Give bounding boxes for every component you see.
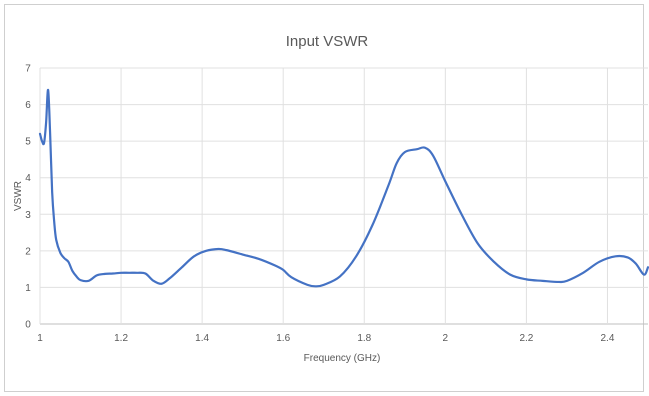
x-tick-label: 1.4 [195, 333, 209, 344]
y-tick-label: 1 [25, 283, 31, 294]
y-tick-label: 4 [25, 173, 31, 184]
y-tick-label: 5 [25, 137, 31, 148]
y-axis-title: VSWR [13, 181, 24, 211]
x-tick-label: 2 [443, 333, 449, 344]
grid-layer [39, 67, 648, 325]
y-tick-label: 0 [25, 320, 31, 331]
chart-frame [4, 4, 644, 392]
series-layer [38, 88, 649, 288]
y-tick-label: 6 [25, 100, 31, 111]
y-tick-label: 2 [25, 246, 31, 257]
x-tick-label: 2.2 [519, 333, 533, 344]
x-tick-label: 1.2 [114, 333, 128, 344]
y-tick-label: 7 [25, 64, 31, 75]
chart-title: Input VSWR [286, 33, 369, 50]
x-tick-label: 1.6 [276, 333, 290, 344]
vswr-series-line [38, 88, 649, 288]
x-axis-title: Frequency (GHz) [304, 353, 381, 364]
x-tick-label: 1 [37, 333, 43, 344]
y-tick-label: 3 [25, 210, 31, 221]
x-tick-label: 1.8 [357, 333, 371, 344]
x-tick-label: 2.4 [601, 333, 615, 344]
